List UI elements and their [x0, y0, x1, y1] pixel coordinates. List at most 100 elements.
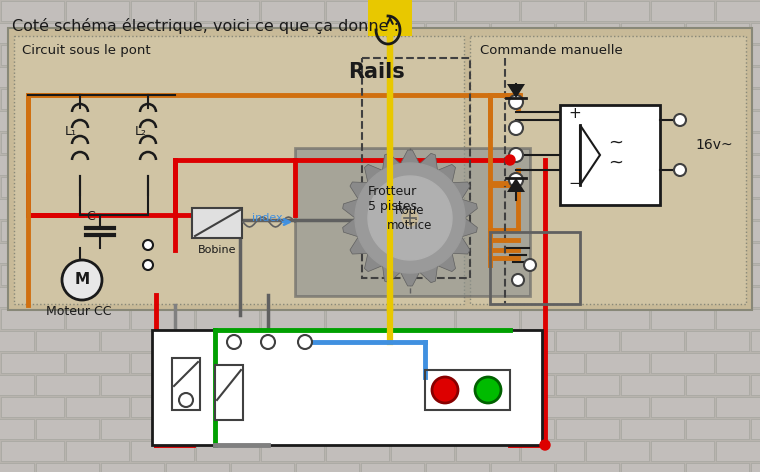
Bar: [491, 111, 554, 131]
Bar: [521, 265, 584, 285]
Bar: [131, 177, 194, 197]
Bar: [751, 375, 760, 395]
Bar: [586, 221, 649, 241]
Circle shape: [512, 274, 524, 286]
Bar: [426, 199, 489, 219]
Bar: [0, 375, 34, 395]
Circle shape: [432, 377, 458, 403]
Bar: [66, 133, 129, 153]
Bar: [166, 23, 229, 43]
Bar: [36, 243, 99, 263]
Bar: [686, 243, 749, 263]
Bar: [166, 243, 229, 263]
Bar: [456, 397, 519, 417]
Bar: [716, 133, 760, 153]
Circle shape: [509, 173, 523, 187]
Bar: [556, 463, 619, 472]
Bar: [621, 419, 684, 439]
Circle shape: [540, 440, 550, 450]
Bar: [296, 199, 359, 219]
Bar: [361, 419, 424, 439]
Bar: [651, 397, 714, 417]
Bar: [101, 155, 164, 175]
Bar: [391, 221, 454, 241]
Text: Commande manuelle: Commande manuelle: [480, 44, 622, 57]
Bar: [586, 309, 649, 329]
Bar: [361, 463, 424, 472]
Bar: [101, 243, 164, 263]
Bar: [101, 67, 164, 87]
Circle shape: [143, 240, 153, 250]
Polygon shape: [507, 84, 525, 98]
Bar: [261, 133, 324, 153]
Bar: [491, 155, 554, 175]
Bar: [391, 1, 454, 21]
Bar: [101, 375, 164, 395]
Bar: [391, 441, 454, 461]
Bar: [131, 133, 194, 153]
Bar: [521, 45, 584, 65]
Bar: [621, 243, 684, 263]
Bar: [521, 89, 584, 109]
Bar: [651, 89, 714, 109]
Bar: [166, 199, 229, 219]
Bar: [621, 199, 684, 219]
Bar: [66, 397, 129, 417]
Bar: [196, 133, 259, 153]
Circle shape: [524, 259, 536, 271]
Bar: [686, 111, 749, 131]
Bar: [196, 177, 259, 197]
Bar: [166, 287, 229, 307]
Circle shape: [261, 335, 275, 349]
Bar: [296, 331, 359, 351]
Bar: [131, 353, 194, 373]
Bar: [751, 155, 760, 175]
Bar: [326, 397, 389, 417]
Circle shape: [402, 210, 418, 226]
Text: M: M: [74, 272, 90, 287]
Bar: [296, 155, 359, 175]
Text: Moteur CC: Moteur CC: [46, 305, 112, 318]
Bar: [586, 177, 649, 197]
Bar: [456, 45, 519, 65]
Bar: [651, 265, 714, 285]
Bar: [326, 441, 389, 461]
Bar: [651, 177, 714, 197]
Bar: [8, 28, 752, 310]
Bar: [361, 331, 424, 351]
Bar: [470, 36, 746, 304]
Bar: [456, 1, 519, 21]
Bar: [101, 111, 164, 131]
Bar: [361, 243, 424, 263]
Bar: [66, 89, 129, 109]
Polygon shape: [382, 153, 401, 170]
Bar: [556, 67, 619, 87]
Bar: [296, 67, 359, 87]
Bar: [361, 23, 424, 43]
Bar: [326, 45, 389, 65]
Bar: [716, 177, 760, 197]
Bar: [716, 441, 760, 461]
Bar: [295, 148, 530, 296]
Bar: [621, 155, 684, 175]
Bar: [751, 199, 760, 219]
Polygon shape: [420, 266, 438, 283]
Bar: [66, 353, 129, 373]
Bar: [456, 177, 519, 197]
Bar: [651, 133, 714, 153]
Bar: [1, 441, 64, 461]
Bar: [621, 331, 684, 351]
Bar: [560, 105, 660, 205]
Bar: [361, 67, 424, 87]
Bar: [1, 353, 64, 373]
Bar: [296, 375, 359, 395]
Bar: [491, 419, 554, 439]
Bar: [131, 397, 194, 417]
Circle shape: [227, 335, 241, 349]
Bar: [66, 309, 129, 329]
Bar: [196, 45, 259, 65]
Circle shape: [179, 393, 193, 407]
Text: Bobine: Bobine: [198, 245, 236, 255]
Bar: [0, 331, 34, 351]
Bar: [0, 155, 34, 175]
